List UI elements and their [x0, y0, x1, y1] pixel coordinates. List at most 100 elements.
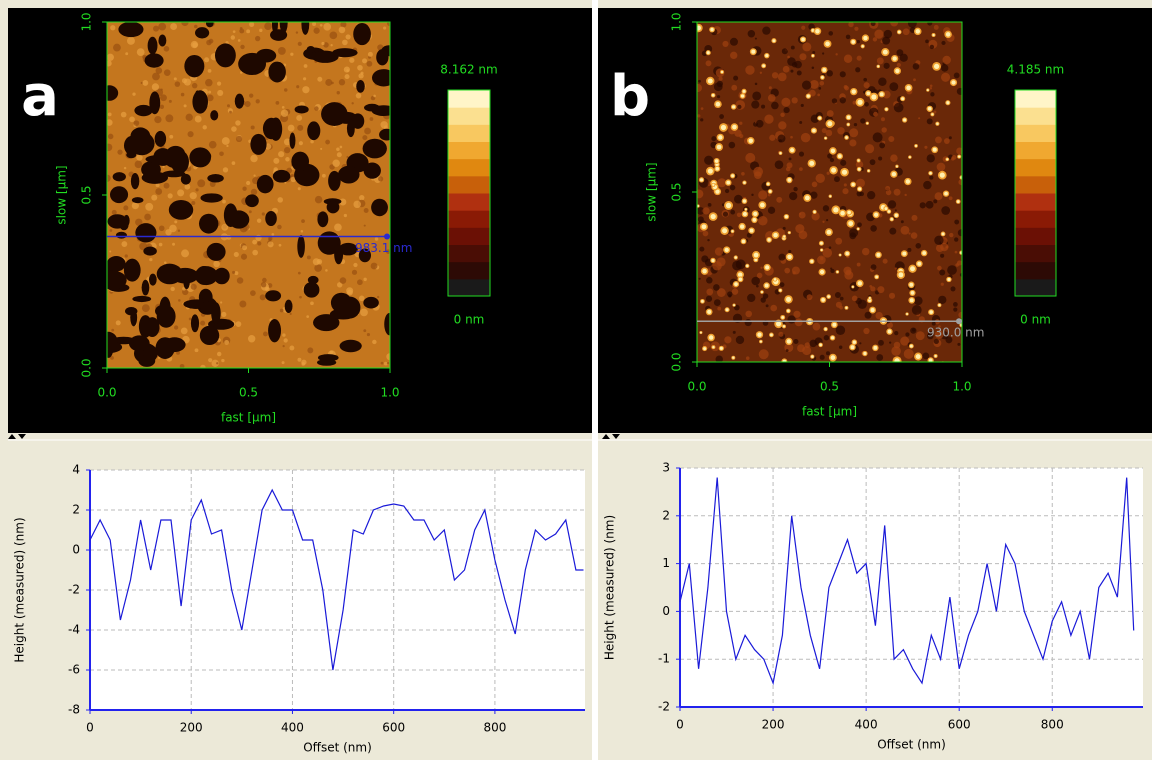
- afm-pore: [206, 242, 226, 261]
- afm-speck: [123, 166, 127, 170]
- afm-grain-top: [861, 44, 864, 48]
- afm-speck: [936, 162, 946, 172]
- afm-speck: [798, 211, 806, 219]
- afm-speck: [177, 189, 185, 197]
- afm-speck: [779, 282, 785, 288]
- afm-pore: [313, 314, 340, 332]
- splitter-arrows[interactable]: [602, 434, 620, 439]
- afm-speck: [747, 30, 756, 38]
- afm-grain-top: [832, 322, 837, 327]
- afm-speck: [253, 174, 256, 177]
- afm-speck: [734, 129, 742, 137]
- afm-speck: [809, 89, 816, 97]
- afm-grain-top: [821, 298, 826, 302]
- afm-speck: [819, 256, 824, 261]
- afm-speck: [889, 82, 899, 92]
- afm-grain-top: [938, 303, 941, 307]
- afm-grain-top: [882, 49, 888, 55]
- afm-speck: [285, 157, 290, 162]
- afm-speck: [804, 342, 811, 349]
- afm-grain-top: [819, 343, 822, 347]
- afm-speck: [878, 77, 887, 86]
- afm-pore: [245, 194, 259, 208]
- afm-speck: [790, 45, 795, 50]
- afm-pore: [158, 34, 167, 47]
- afm-speck: [923, 180, 932, 190]
- afm-speck: [800, 103, 804, 108]
- afm-pore: [213, 267, 230, 285]
- afm-speck: [281, 361, 285, 365]
- afm-speck: [257, 241, 262, 246]
- afm-pore: [138, 354, 156, 367]
- splitter-arrows[interactable]: [8, 434, 26, 439]
- afm-speck: [107, 53, 114, 61]
- afm-grain-top: [757, 332, 762, 337]
- afm-speck: [383, 26, 387, 30]
- afm-speck: [778, 331, 784, 337]
- afm-grain-top: [819, 241, 823, 245]
- afm-speck: [894, 267, 897, 270]
- afm-speck: [934, 330, 944, 339]
- afm-speck: [255, 234, 262, 241]
- afm-grain-top: [731, 105, 736, 109]
- afm-speck: [870, 22, 876, 27]
- afm-speck: [760, 266, 763, 269]
- afm-pore: [371, 69, 390, 87]
- y-axis-label: slow [µm]: [645, 162, 659, 221]
- afm-grain-top: [951, 80, 956, 85]
- afm-speck: [180, 327, 188, 335]
- afm-grain-top: [929, 310, 933, 314]
- afm-speck: [777, 72, 787, 82]
- afm-grain-top: [857, 281, 863, 286]
- afm-speck: [158, 22, 167, 31]
- afm-speck: [194, 115, 202, 123]
- afm-grain-top: [733, 304, 736, 307]
- afm-speck: [144, 213, 151, 221]
- afm-speck: [774, 160, 784, 169]
- afm-speck: [151, 83, 160, 91]
- afm-speck: [855, 178, 865, 188]
- afm-grain-top: [837, 154, 842, 159]
- afm-speck: [890, 154, 898, 162]
- afm-grain-top: [906, 85, 911, 91]
- afm-speck: [279, 308, 284, 313]
- afm-grain-top: [701, 224, 707, 230]
- afm-grain-top: [773, 232, 778, 238]
- afm-grain-top: [786, 309, 790, 313]
- afm-pore: [363, 296, 379, 309]
- afm-speck: [728, 141, 736, 149]
- y-axis-label: slow [µm]: [55, 165, 69, 224]
- afm-speck: [239, 300, 247, 308]
- afm-speck: [787, 57, 796, 66]
- afm-pore: [303, 281, 320, 298]
- afm-pore: [141, 279, 150, 296]
- afm-speck: [707, 238, 710, 242]
- afm-grain-top: [851, 285, 854, 288]
- afm-speck: [835, 237, 843, 245]
- afm-speck: [787, 315, 796, 324]
- afm-speck: [343, 213, 348, 218]
- afm-speck: [234, 271, 239, 276]
- afm-speck: [724, 336, 732, 344]
- afm-speck: [283, 138, 291, 146]
- afm-grain-top: [764, 283, 769, 288]
- afm-speck: [959, 273, 962, 277]
- afm-speck: [142, 80, 149, 86]
- afm-speck: [715, 355, 723, 362]
- afm-speck: [174, 81, 181, 87]
- afm-speck: [107, 133, 114, 140]
- afm-speck: [110, 25, 116, 31]
- afm-speck: [907, 22, 917, 28]
- afm-grain-top: [887, 329, 892, 334]
- afm-pore: [265, 290, 282, 302]
- x-axis-label: fast [µm]: [221, 411, 276, 425]
- afm-speck: [828, 246, 832, 249]
- afm-speck: [933, 110, 937, 114]
- afm-speck: [338, 26, 346, 34]
- afm-grain-top: [830, 355, 836, 361]
- afm-speck: [835, 53, 838, 56]
- afm-speck: [751, 276, 760, 286]
- afm-speck: [239, 28, 245, 34]
- afm-speck: [221, 311, 227, 318]
- afm-pore: [147, 36, 158, 55]
